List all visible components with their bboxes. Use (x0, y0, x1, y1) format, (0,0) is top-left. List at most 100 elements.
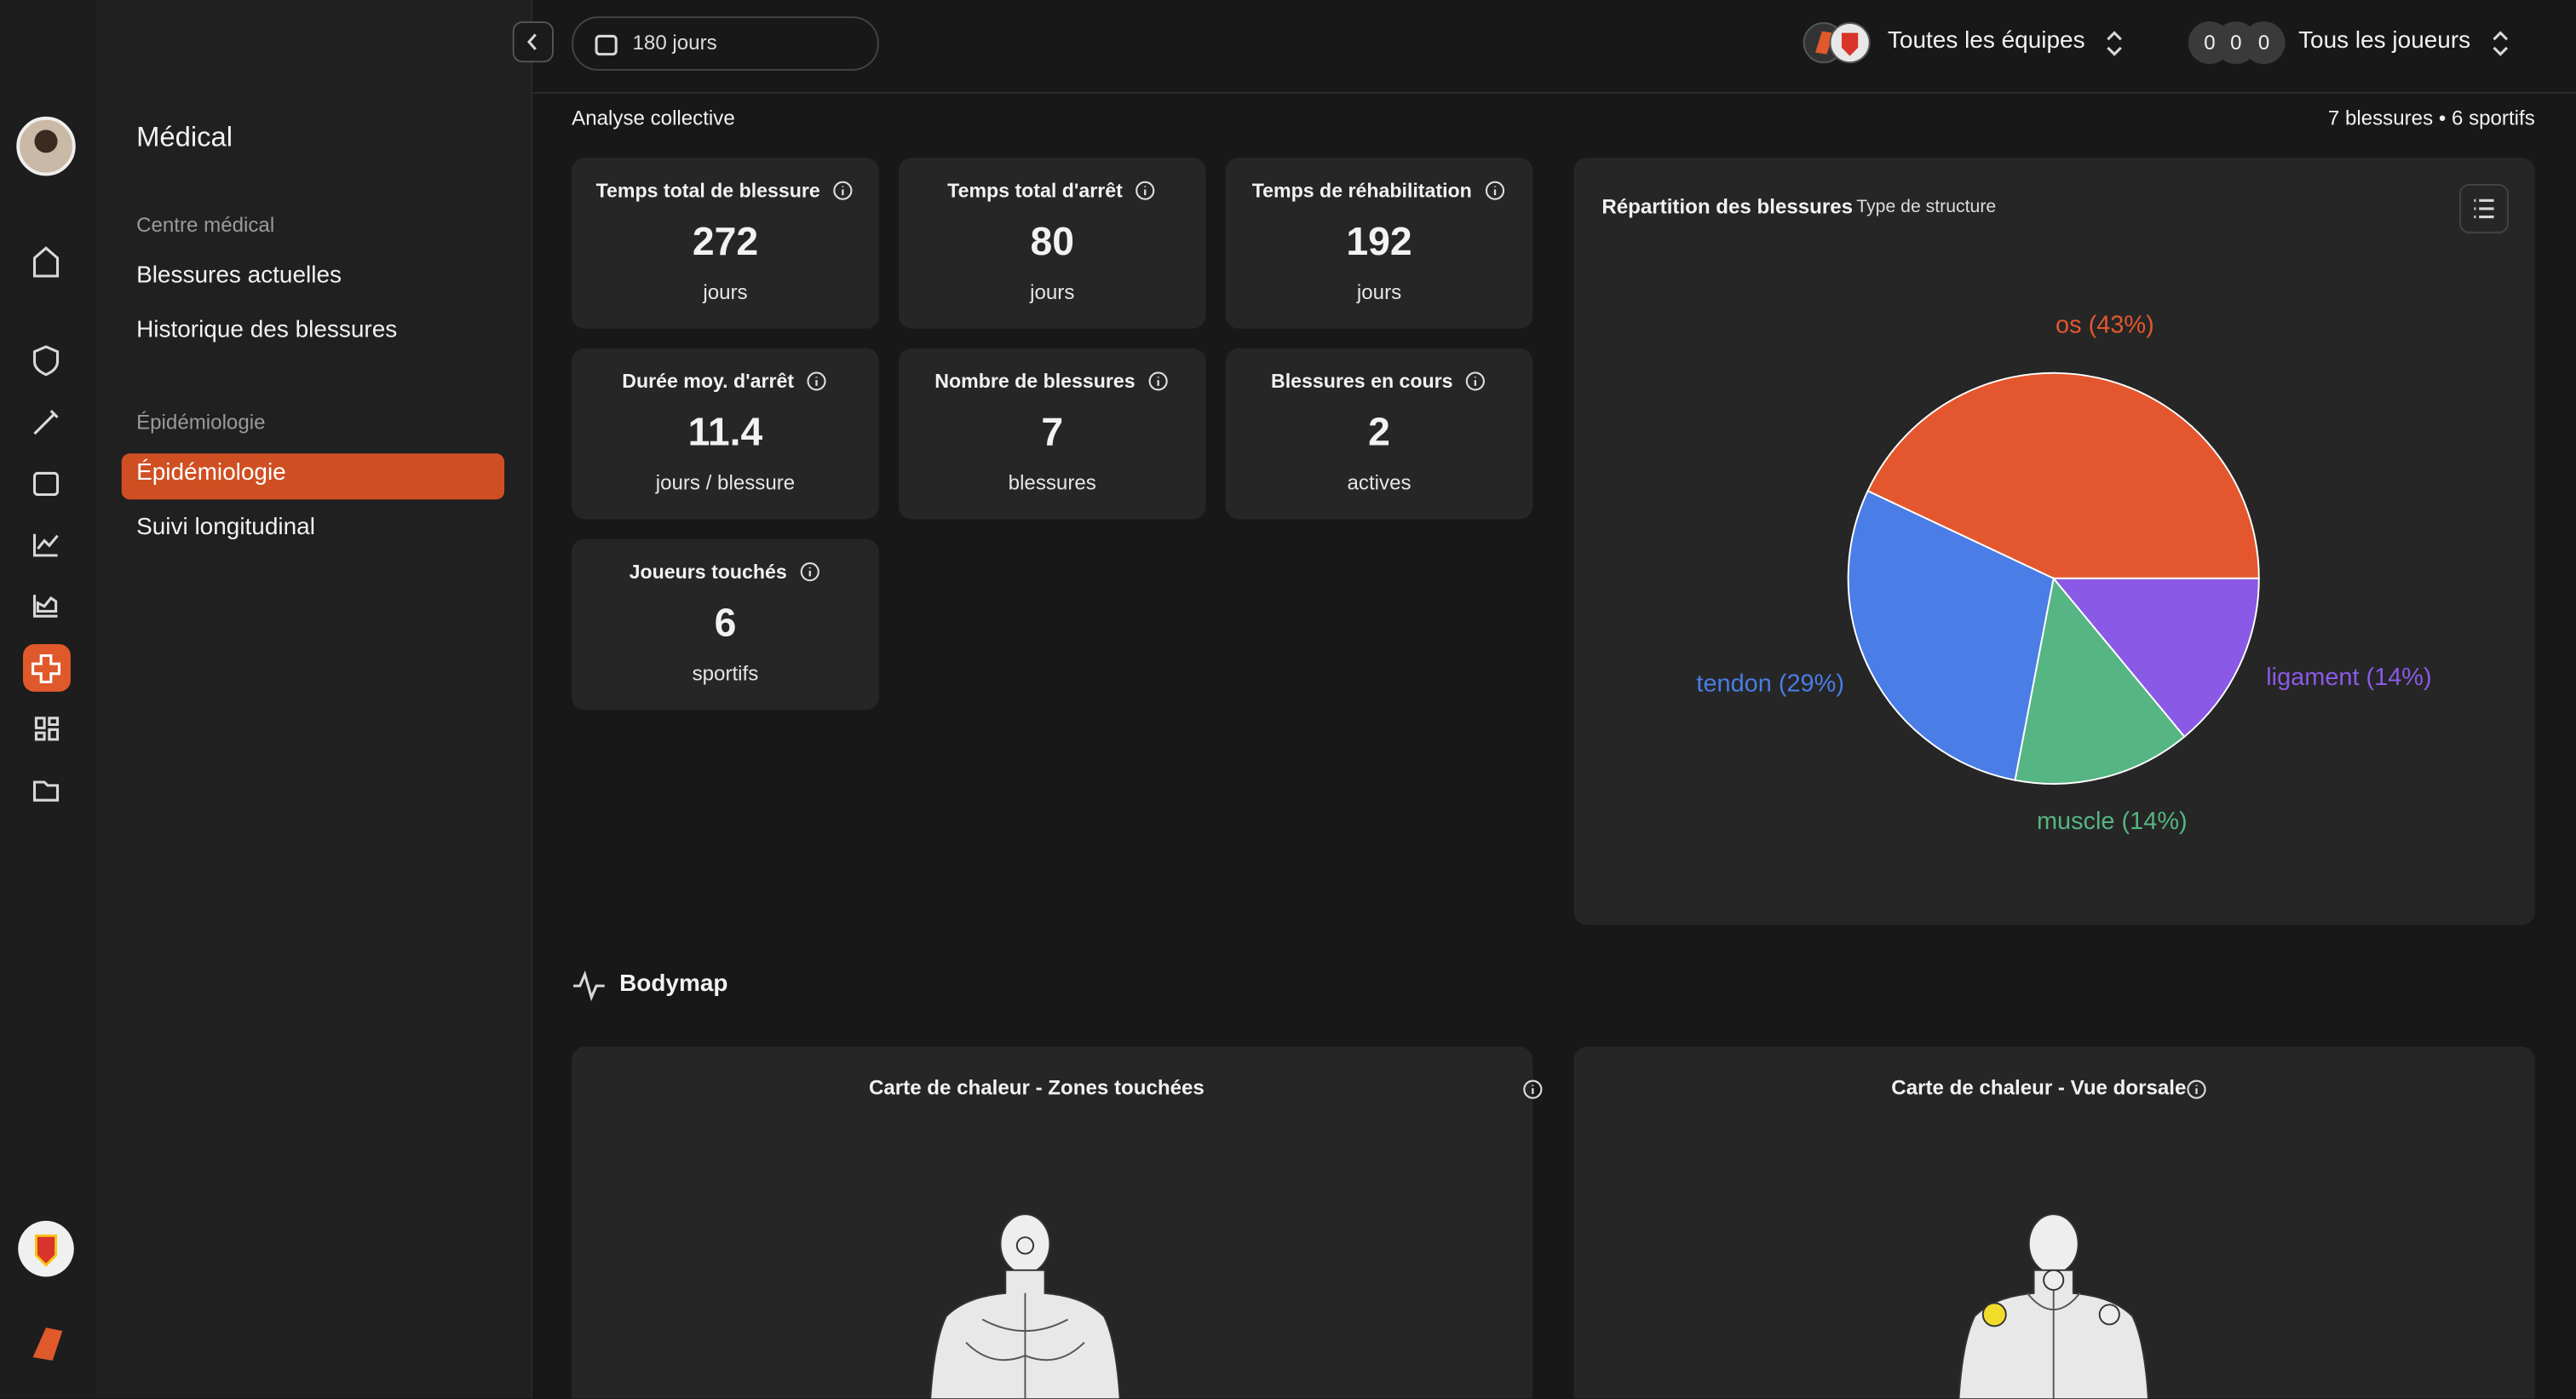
medical-icon-active[interactable] (22, 643, 71, 692)
section-title: Analyse collective (572, 107, 735, 130)
kpi-value: 192 (1346, 220, 1412, 265)
kpi-title: Temps total d'arrêt (899, 179, 1206, 202)
grid-icon[interactable] (34, 717, 60, 741)
bodymap-title: Bodymap (619, 970, 728, 998)
team-select-arrows (2107, 31, 2122, 56)
period-label: 180 jours (632, 31, 717, 55)
kpi-value: 2 (1368, 411, 1390, 456)
kpi-value: 272 (692, 220, 759, 265)
chart-icon[interactable] (32, 533, 59, 557)
collapse-button[interactable] (512, 21, 554, 63)
info-icon[interactable] (2185, 1078, 2208, 1101)
kpi-title-text: Temps de réhabilitation (1251, 179, 1472, 203)
nav-item-active[interactable]: Épidémiologie (136, 459, 286, 486)
home-icon[interactable] (32, 246, 60, 278)
kpi-title: Joueurs touchés (572, 561, 879, 584)
kpi-value: 6 (714, 601, 737, 646)
info-icon[interactable] (1147, 370, 1170, 393)
heatmap-card: Carte de chaleur - Vue dorsale (1573, 1046, 2535, 1399)
kpi-unit: jours (1356, 280, 1402, 304)
nav-item[interactable]: Suivi longitudinal (136, 514, 315, 541)
heatmap-title: Carte de chaleur - Vue dorsale (1891, 1076, 2187, 1100)
list-icon (2474, 199, 2494, 219)
slice-label: os (43%) (2056, 311, 2154, 338)
club-crest (34, 1234, 58, 1268)
kpi-title: Temps total de blessure (572, 179, 879, 202)
kpi-unit: sportifs (692, 662, 759, 686)
kpi-title-text: Nombre de blessures (934, 369, 1136, 393)
kpi-title: Nombre de blessures (899, 370, 1206, 393)
pie-card: Répartition des blessures Type de struct… (1573, 158, 2535, 925)
pie-slice (2014, 576, 2186, 785)
kpi-unit: blessures (1008, 471, 1096, 495)
kpi-title-text: Durée moy. d'arrêt (622, 369, 795, 393)
shield-icon[interactable] (32, 345, 60, 377)
info-icon[interactable] (1521, 1078, 1544, 1101)
chevron-left (526, 33, 537, 50)
pulse-icon (573, 970, 605, 1002)
section-heading: Épidémiologie (136, 411, 266, 435)
kpi-unit: actives (1347, 471, 1412, 495)
calendar-icon[interactable] (32, 471, 60, 497)
kpi-title-text: Temps total de blessure (595, 179, 820, 203)
icon-rail (0, 0, 95, 1399)
kpi-card: Temps de réhabilitation 192 jours (1225, 158, 1533, 329)
info-icon[interactable] (1464, 370, 1487, 393)
count-badge: 0 (2242, 21, 2286, 65)
rail-icons (16, 116, 76, 1361)
legend-toggle[interactable] (2459, 183, 2509, 233)
player-selector[interactable]: Tous les joueurs (2298, 27, 2471, 55)
info-icon[interactable] (831, 179, 854, 202)
cross-icon (32, 653, 60, 683)
section-heading: Centre médical (136, 213, 275, 237)
body-back (1958, 1213, 2149, 1399)
kpi-card: Temps total d'arrêt 80 jours (898, 158, 1206, 329)
heatmap-title: Carte de chaleur - Zones touchées (868, 1076, 1205, 1100)
area-icon[interactable] (32, 595, 58, 618)
chart-subtitle: Type de structure (1856, 197, 1997, 217)
pie-slice (2051, 577, 2260, 738)
kpi-title: Blessures en cours (1226, 370, 1533, 393)
sidebar-title: Médical (136, 121, 233, 153)
heatmap-card: Carte de chaleur - Zones touchées (572, 1046, 1543, 1399)
nav-active-bg (121, 453, 505, 500)
slice-label: ligament (14%) (2266, 664, 2431, 691)
body-front (929, 1213, 1121, 1399)
kpi-title: Durée moy. d'arrêt (572, 370, 879, 393)
nav-item[interactable]: Historique des blessures (136, 317, 398, 344)
pie-chart: os (43%) tendon (29%) muscle (14%) ligament… (1696, 311, 2431, 835)
section-summary: 7 blessures • 6 sportifs (2327, 107, 2535, 130)
kpi-value: 11.4 (687, 411, 763, 456)
info-icon[interactable] (1134, 179, 1157, 202)
kpi-unit: jours (1030, 280, 1075, 304)
calendar-small (595, 34, 618, 56)
team-selector[interactable]: Toutes les équipes (1887, 27, 2085, 55)
team-avatars (1803, 22, 1871, 64)
info-icon[interactable] (1483, 179, 1506, 202)
info-icon[interactable] (806, 370, 829, 393)
slice-label: muscle (14%) (2037, 808, 2188, 835)
slice-label: tendon (29%) (1696, 671, 1844, 698)
period-selector[interactable]: 180 jours (572, 16, 879, 71)
kpi-value: 80 (1030, 220, 1074, 265)
folder-icon[interactable] (32, 780, 60, 802)
kpi-card: Durée moy. d'arrêt 11.4 jours / blessure (572, 348, 879, 520)
nav-item[interactable]: Blessures actuelles (136, 262, 342, 290)
avatar-face (34, 130, 58, 153)
wand-icon[interactable] (33, 410, 59, 435)
kpi-value: 7 (1041, 411, 1064, 456)
kpi-title-text: Blessures en cours (1271, 369, 1453, 393)
kpi-title: Temps de réhabilitation (1226, 179, 1533, 202)
kpi-unit: jours (703, 280, 748, 304)
pie-slice (1866, 371, 2260, 579)
kpi-card: Temps total de blessure 272 jours (572, 158, 879, 329)
kpi-card: Nombre de blessures 7 blessures (898, 348, 1206, 520)
pie-slice (1847, 489, 2055, 781)
info-icon[interactable] (798, 561, 821, 584)
player-counts: 0 0 0 (2188, 21, 2287, 66)
kpi-card: Blessures en cours 2 actives (1225, 348, 1533, 520)
sidebar: Médical Centre médical Blessures actuell… (95, 0, 532, 1399)
top-bar (532, 0, 2576, 94)
